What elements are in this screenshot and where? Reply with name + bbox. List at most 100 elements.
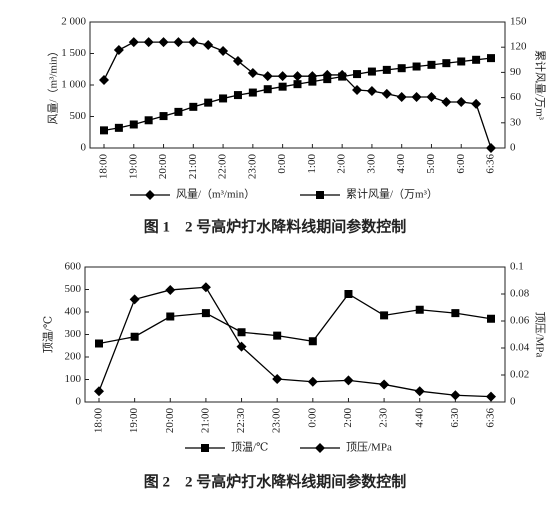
marker	[166, 312, 175, 321]
marker	[247, 68, 258, 79]
y2-tick-label: 0	[510, 396, 516, 408]
marker	[94, 386, 104, 397]
y2-tick-label: 0.06	[510, 315, 530, 327]
marker	[203, 39, 214, 50]
marker	[307, 376, 318, 387]
marker	[129, 120, 138, 129]
marker	[262, 71, 273, 82]
y-tick-label: 0	[81, 142, 87, 154]
y-tick-label: 100	[65, 373, 82, 385]
marker	[323, 75, 332, 84]
y-tick-label: 2 000	[61, 16, 86, 28]
marker	[344, 290, 353, 298]
marker	[173, 37, 184, 48]
marker	[188, 37, 199, 48]
x-tick-label: 3:00	[365, 154, 377, 174]
y-tick-label: 500	[70, 110, 87, 122]
marker	[263, 85, 272, 94]
marker	[451, 309, 460, 318]
x-tick-label: 23:00	[271, 408, 283, 434]
y-tick-label: 0	[76, 396, 82, 408]
legend-label: 风量/（m³/min）	[176, 188, 255, 201]
marker	[367, 67, 376, 76]
marker	[412, 62, 421, 71]
y-axis-title: 风量/（m³/min）	[47, 45, 60, 124]
marker	[379, 379, 390, 390]
x-tick-label: 20:00	[164, 408, 176, 434]
x-tick-label: 5:00	[425, 154, 437, 174]
marker	[272, 374, 283, 385]
marker	[114, 123, 123, 132]
marker	[380, 311, 389, 320]
x-tick-label: 2:00	[336, 154, 348, 174]
marker	[113, 45, 124, 56]
marker	[219, 94, 228, 103]
y2-tick-label: 0.1	[510, 261, 524, 273]
y2-tick-label: 120	[510, 41, 527, 53]
marker	[457, 57, 466, 66]
marker	[487, 314, 495, 323]
x-tick-label: 22:00	[217, 154, 229, 180]
x-tick-label: 0:00	[306, 408, 318, 428]
marker	[426, 91, 437, 102]
x-tick-label: 22:30	[235, 408, 247, 434]
marker	[486, 143, 496, 153]
marker	[471, 98, 482, 109]
marker	[232, 56, 243, 67]
x-tick-label: 21:00	[199, 408, 211, 434]
marker	[441, 97, 452, 108]
marker	[456, 97, 467, 108]
marker	[273, 331, 282, 340]
marker	[352, 85, 363, 96]
x-tick-label: 19:00	[128, 408, 140, 434]
marker	[201, 309, 210, 318]
marker	[99, 74, 109, 85]
legend-marker	[201, 444, 209, 452]
x-tick-label: 18:00	[98, 154, 110, 180]
y-tick-label: 400	[65, 306, 82, 318]
x-tick-label: 2:30	[378, 408, 390, 428]
caption: 图 1 2 号高炉打水降料线期间参数控制	[144, 217, 407, 235]
legend-label: 累计风量/（万m³）	[346, 188, 438, 201]
y2-tick-label: 0.02	[510, 369, 529, 381]
x-tick-label: 18:00	[93, 408, 105, 434]
marker	[397, 64, 406, 73]
y-tick-label: 1 000	[61, 79, 86, 91]
x-tick-label: 4:40	[413, 408, 425, 428]
marker	[236, 341, 247, 352]
marker	[100, 126, 108, 135]
marker	[486, 391, 496, 402]
y-axis-title: 顶温/℃	[42, 316, 55, 353]
y-tick-label: 1 500	[61, 47, 86, 59]
y2-axis-title: 顶压/MPa	[533, 312, 546, 358]
marker	[414, 386, 425, 397]
x-tick-label: 20:00	[157, 154, 169, 180]
marker	[277, 71, 288, 82]
legend-marker	[316, 191, 324, 199]
x-tick-label: 6:30	[449, 408, 461, 428]
marker	[308, 77, 317, 86]
marker	[233, 91, 242, 100]
marker	[218, 45, 229, 56]
y2-tick-label: 90	[510, 66, 522, 78]
marker	[487, 54, 495, 63]
marker	[204, 98, 213, 107]
marker	[381, 88, 392, 99]
marker	[95, 339, 103, 348]
marker	[174, 107, 183, 116]
x-tick-label: 4:00	[395, 154, 407, 174]
marker	[159, 112, 168, 121]
marker	[343, 375, 354, 386]
y2-tick-label: 60	[510, 91, 522, 103]
series-line	[98, 286, 492, 398]
marker	[338, 72, 347, 81]
marker	[293, 80, 302, 89]
marker	[200, 282, 211, 293]
marker	[144, 116, 153, 125]
y2-tick-label: 30	[510, 116, 522, 128]
marker	[366, 85, 377, 96]
marker	[353, 70, 362, 79]
legend-label: 顶温/℃	[231, 441, 268, 454]
marker	[158, 37, 169, 48]
